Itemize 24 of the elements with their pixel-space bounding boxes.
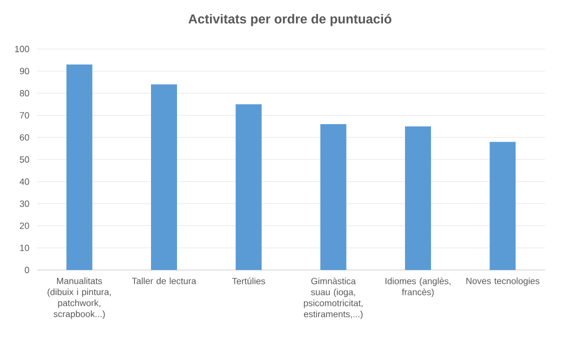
bar (236, 104, 262, 270)
y-tick-label: 40 (20, 178, 30, 185)
x-tick-label: Taller de lectura (132, 278, 196, 284)
x-tick-label: Tertúlies (232, 278, 266, 284)
x-tick-label: Noves tecnologies (466, 278, 540, 286)
x-tick-label: Idiomes (anglès, francès) (386, 278, 450, 298)
bar (490, 142, 516, 270)
x-tick-label: Manualitats (dibuix i pintura, patchwork, scrapbook...) (48, 278, 111, 319)
y-tick-label: 60 (20, 134, 30, 141)
y-tick-label: 70 (20, 112, 30, 118)
y-tick-label: 30 (20, 200, 30, 207)
bar (405, 126, 432, 270)
bar (151, 84, 178, 270)
y-tick-label: 10 (20, 244, 30, 252)
y-tick-label: 0 (24, 266, 30, 274)
y-tick-label: 20 (20, 222, 30, 229)
y-tick-label: 50 (20, 156, 30, 163)
y-tick-label: 80 (20, 90, 30, 96)
y-tick-label: 90 (20, 68, 30, 74)
y-tick-label: 100 (15, 46, 30, 52)
bar (66, 64, 92, 270)
x-tick-label: Gimnàstica suau (ioga, psicomotricitat, estiraments,...) (304, 278, 363, 320)
chart-title: Activitats per ordre de puntuació (188, 14, 392, 26)
bar (320, 124, 346, 270)
